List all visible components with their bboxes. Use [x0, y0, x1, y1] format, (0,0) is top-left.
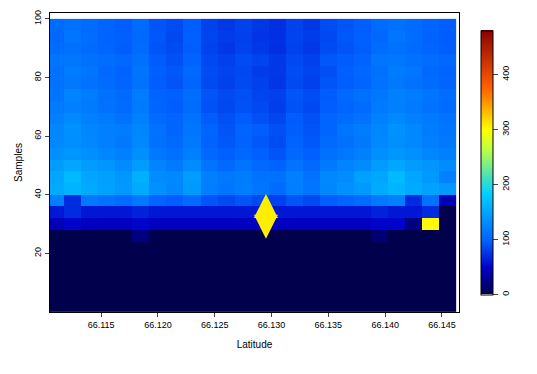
svg-text:100: 100 [33, 10, 43, 25]
svg-text:20: 20 [33, 247, 43, 257]
svg-text:0: 0 [501, 291, 511, 296]
svg-text:40: 40 [33, 188, 43, 198]
svg-text:300: 300 [501, 121, 511, 136]
svg-text:100: 100 [501, 231, 511, 246]
svg-text:66.145: 66.145 [428, 320, 456, 330]
svg-text:66.140: 66.140 [371, 320, 399, 330]
svg-text:66.120: 66.120 [144, 320, 172, 330]
svg-text:66.115: 66.115 [88, 320, 115, 330]
svg-text:Samples: Samples [13, 143, 24, 182]
svg-text:66.135: 66.135 [315, 320, 343, 330]
svg-text:60: 60 [33, 130, 43, 140]
svg-text:Latitude: Latitude [237, 339, 273, 350]
svg-text:80: 80 [33, 71, 43, 81]
svg-text:400: 400 [501, 66, 511, 81]
svg-text:66.130: 66.130 [258, 320, 286, 330]
svg-text:200: 200 [501, 176, 511, 191]
svg-text:66.125: 66.125 [201, 320, 229, 330]
